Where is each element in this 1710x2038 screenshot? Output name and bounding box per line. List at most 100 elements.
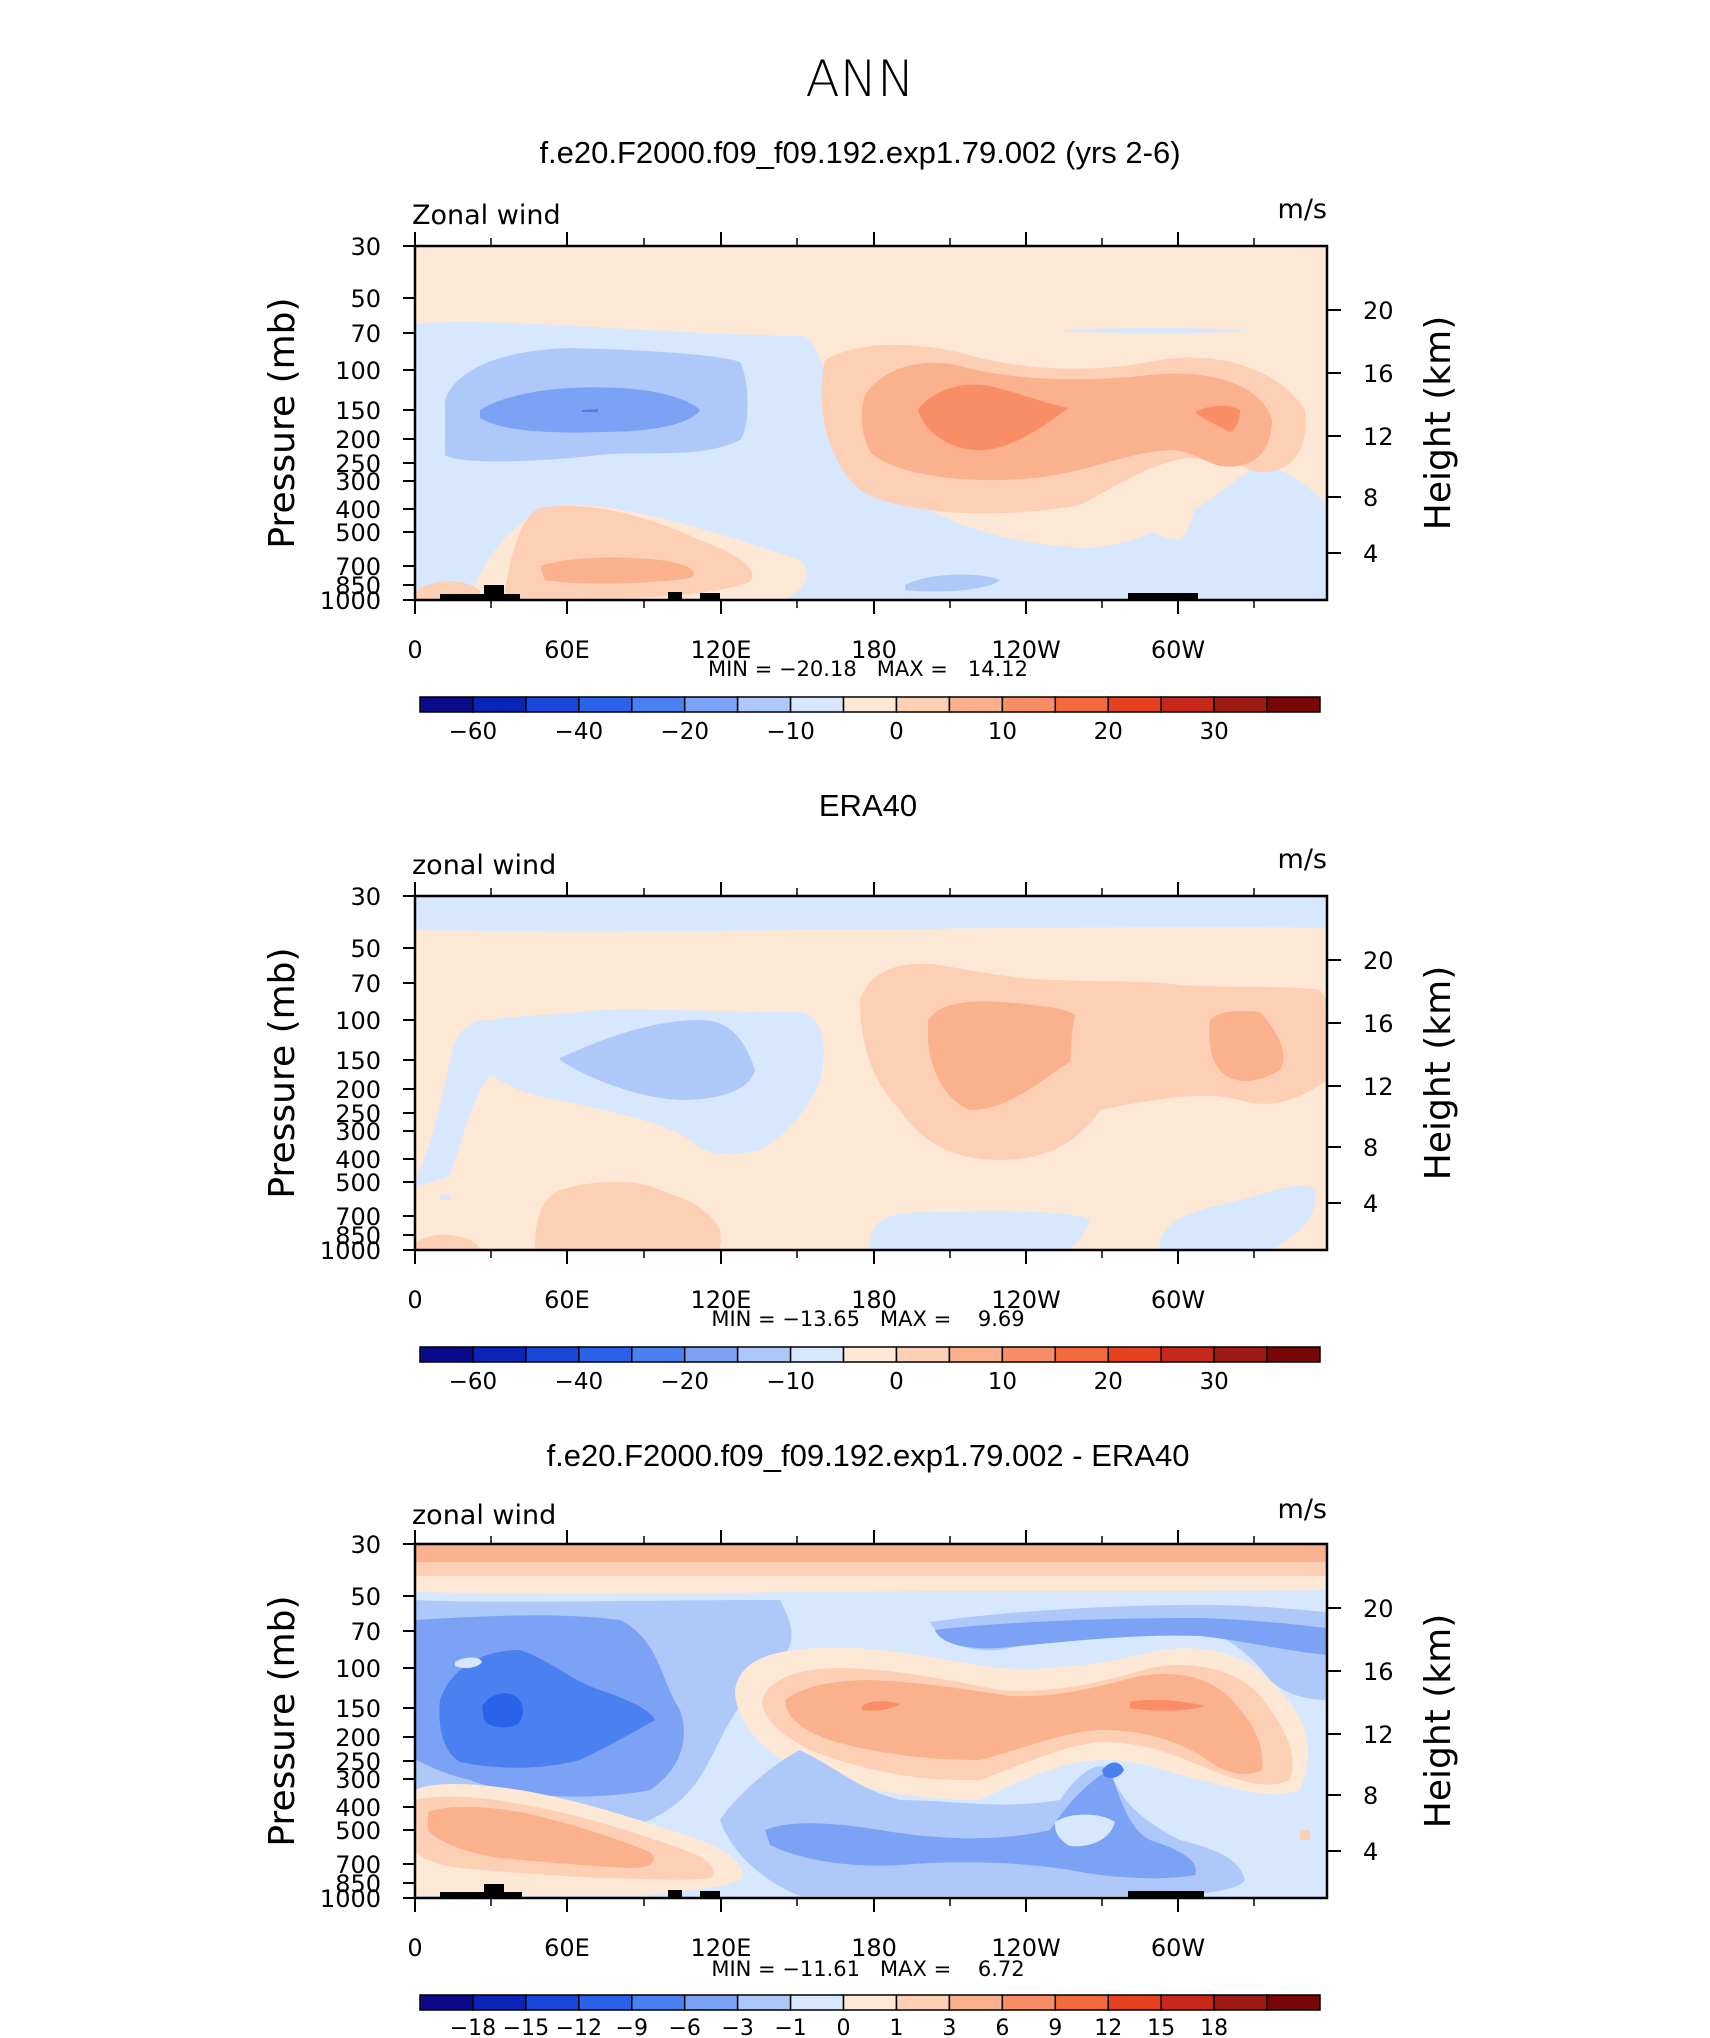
panel-1-plot-frame (413, 244, 1329, 602)
y-tick-label: 100 (335, 1007, 381, 1035)
colorbar-label: 30 (1199, 1369, 1228, 1395)
panel-3-topography-block (700, 1891, 720, 1898)
colorbar-swatch (1054, 1346, 1109, 1363)
panel-3-colorbar: −18 −15 −12 −9 −6 −3 −1 0 1 3 6 9 12 15 18 (419, 1994, 1321, 2038)
y-tick-label: 70 (350, 1618, 381, 1646)
panel-1: f.e20.F2000.f09_f09.192.exp1.79.002 (yrs… (262, 135, 1459, 745)
colorbar-label: 3 (942, 2016, 956, 2038)
y-tick-label: 1000 (320, 587, 381, 615)
colorbar-swatch (1266, 696, 1321, 713)
panel-3-contour-westerly-level3 (785, 1674, 1263, 1775)
colorbar-label: 20 (1094, 719, 1123, 745)
panel-3-topography-block (484, 1884, 504, 1898)
colorbar-swatch (1160, 1994, 1215, 2011)
y-tick-label: 250 (335, 1100, 381, 1128)
panel-3-contour-strat-band-1 (415, 1544, 1327, 1562)
y-right-tick-label: 8 (1363, 1782, 1378, 1810)
panel-3-left-label: zonal wind (412, 1500, 556, 1531)
colorbar-swatch (1213, 696, 1268, 713)
colorbar-swatch (1160, 1346, 1215, 1363)
colorbar-swatch (1107, 696, 1162, 713)
panel-1-title: f.e20.F2000.f09_f09.192.exp1.79.002 (yrs… (539, 135, 1180, 170)
y-right-tick-label: 4 (1363, 1190, 1378, 1218)
panel-2-contour-small-easterly-patch (440, 1195, 450, 1200)
y-tick-label: 150 (335, 1695, 381, 1723)
panel-2-contour-westerly-level2-center (928, 1001, 1075, 1110)
y-right-tick-label: 4 (1363, 540, 1378, 568)
panel-1-contour-westerly-level3 (918, 384, 1068, 451)
panel-1-topography-block (668, 592, 682, 600)
panel-3-contour-westerly-max-east (1130, 1699, 1205, 1711)
panel-3-contour-easterly-upper-min (482, 1693, 523, 1728)
colorbar-swatch (1213, 1994, 1268, 2011)
panel-1-x-ticks: 0 60E 120E 180 120W 60W (407, 232, 1255, 664)
colorbar-swatch (578, 1346, 633, 1363)
y-tick-label: 500 (335, 1169, 381, 1197)
panel-1-contour-westerly-level3-east (1195, 405, 1240, 432)
y-tick-label: 700 (335, 1851, 381, 1879)
panel-2-stats: MIN = −13.65 MAX = 9.69 (711, 1307, 1024, 1331)
x-tick-label: 120W (991, 1934, 1061, 1962)
y-tick-label: 300 (335, 1766, 381, 1794)
y-tick-label: 150 (335, 397, 381, 425)
colorbar-swatch (419, 1346, 474, 1363)
colorbar-label: 0 (889, 1369, 904, 1395)
colorbar-swatch (1107, 1346, 1162, 1363)
panel-3-topography-block (1128, 1891, 1204, 1898)
panel-2-contour-easterly-level2 (560, 1020, 755, 1100)
colorbar-label: −15 (503, 2016, 549, 2038)
y-tick-label: 30 (350, 1531, 381, 1559)
panel-3-ylabel-right: Height (km) (1418, 1614, 1459, 1828)
panel-3-x-ticks: 0 60E 120E 180 120W 60W (407, 1530, 1255, 1962)
colorbar-swatch (472, 696, 527, 713)
y-tick-label: 250 (335, 1748, 381, 1776)
panel-3-ylabel: Pressure (mb) (262, 1595, 303, 1846)
panel-2-contour-westerly-level2-east (1209, 1010, 1284, 1082)
panel-3-contour-easterly-upper-level3 (439, 1650, 655, 1768)
panel-1-stats: MIN = −20.18 MAX = 14.12 (708, 657, 1028, 681)
panel-1-ylabel-right: Height (km) (1418, 316, 1459, 530)
y-tick-label: 400 (335, 1794, 381, 1822)
x-tick-label: 60W (1151, 1934, 1205, 1962)
colorbar-swatch (736, 1346, 792, 1363)
x-tick-label: 120W (991, 1286, 1061, 1314)
panel-1-topography-block (484, 585, 504, 600)
y-tick-label: 150 (335, 1047, 381, 1075)
colorbar-swatch (1001, 1346, 1057, 1363)
colorbar-swatch (1107, 1994, 1162, 2011)
figure-title: ANN (805, 50, 914, 108)
panel-2-plot-frame (413, 894, 1329, 1252)
colorbar-swatch (1001, 696, 1057, 713)
y-right-tick-label: 12 (1363, 1073, 1394, 1101)
colorbar-swatch (419, 696, 474, 713)
y-tick-label: 400 (335, 496, 381, 524)
colorbar-swatch (631, 1346, 686, 1363)
colorbar-label: −10 (766, 719, 815, 745)
colorbar-label: −12 (556, 2016, 602, 2038)
colorbar-swatch (895, 696, 951, 713)
y-right-tick-label: 20 (1363, 297, 1394, 325)
colorbar-label: −60 (449, 719, 498, 745)
colorbar-swatch (683, 1994, 739, 2011)
colorbar-label: −9 (616, 2016, 648, 2038)
colorbar-swatch (842, 696, 898, 713)
colorbar-label: 18 (1200, 2016, 1228, 2038)
panel-1-topography (440, 585, 1198, 600)
y-right-tick-label: 8 (1363, 1134, 1378, 1162)
panel-3-stats: MIN = −11.61 MAX = 6.72 (711, 1957, 1024, 1981)
panel-2-contours (415, 896, 1327, 1250)
colorbar-label: 9 (1048, 2016, 1062, 2038)
colorbar-label: 0 (889, 719, 904, 745)
panel-3-contour-easterly-patch (1102, 1762, 1124, 1778)
panel-2-x-ticks: 0 60E 120E 180 120W 60W (407, 882, 1255, 1314)
colorbar-label: 10 (988, 1369, 1017, 1395)
panel-2-colorbar: −60 −40 −20 −10 0 10 20 30 (419, 1346, 1321, 1395)
panel-1-left-label: Zonal wind (412, 200, 561, 231)
y-tick-label: 700 (335, 553, 381, 581)
panel-1-topography-block (1128, 593, 1198, 600)
colorbar-swatch (525, 1994, 580, 2011)
x-tick-label: 120W (991, 636, 1061, 664)
y-tick-label: 50 (350, 935, 381, 963)
y-tick-label: 30 (350, 233, 381, 261)
